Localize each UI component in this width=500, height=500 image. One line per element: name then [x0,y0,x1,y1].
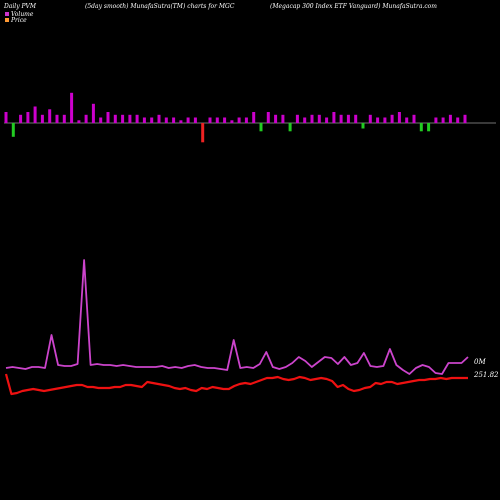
volume-bar [244,117,248,123]
volume-bar [128,114,132,124]
volume-bar [361,123,365,129]
volume-bar [383,117,387,123]
volume-bar [223,117,227,123]
volume-bar [135,114,139,124]
volume-bar [91,103,95,124]
volume-bar [354,114,358,124]
volume-bar [434,117,438,123]
lines-layer [4,259,469,396]
volume-bar [157,114,161,124]
volume-bar [121,114,125,124]
volume-bar [70,92,74,124]
volume-bar [11,123,15,137]
volume-bar [405,117,409,123]
volume-line [5,259,469,375]
volume-bar [441,117,445,123]
volume-bar [55,114,59,124]
volume-bar [142,117,146,123]
volume-bar [456,117,460,123]
volume-bar [448,114,452,124]
volume-bar [310,114,314,124]
volume-bar [113,114,117,124]
legend-volume-label: Volume [11,11,34,18]
volume-bar [317,114,321,124]
volume-bar [193,117,197,123]
volume-bar [274,114,278,124]
legend-price-label: Price [10,17,27,24]
volume-bar [230,120,234,124]
volume-bar [99,117,103,123]
volume-bar [62,114,66,124]
volume-bar [48,109,52,124]
volume-bar [215,117,219,123]
volume-bar [412,114,416,124]
volume-bar [252,112,256,123]
legend: Volume Price [5,11,34,24]
volume-bar [84,114,88,124]
volume-bar [376,117,380,123]
volume-bar [339,114,343,124]
volume-bar [419,123,423,132]
volume-bar [303,117,307,123]
volume-bar [266,112,270,123]
volume-bar [164,117,168,123]
volume-bar [332,112,336,123]
volume-bar [259,123,263,132]
volume-bar [106,112,110,123]
legend-price-swatch [5,18,9,22]
volume-bar [77,120,81,124]
volume-bar [463,114,467,124]
volume-bar [40,114,44,124]
volume-bar [150,117,154,123]
volume-bar [295,114,299,124]
volume-bar [237,117,241,123]
volume-bar [208,117,212,123]
volume-bar [325,117,329,123]
volume-bar [4,112,8,123]
volume-bar [427,123,431,132]
header-right: (Megacap 300 Index ETF Vanguard) MunafaS… [270,3,437,10]
price-end-label: 251.82 [473,371,499,379]
volume-end-label: 0M [474,358,486,366]
volume-bar [397,112,401,123]
volume-bar [33,106,37,123]
volume-bar [281,114,285,124]
volume-bar [179,120,183,124]
volume-bar [288,123,292,132]
header-left: Daily PVM [3,3,37,10]
volume-bar [186,117,190,123]
volume-bar [201,123,205,143]
volume-bar [172,117,176,123]
volume-bar [19,114,23,124]
volume-bar [390,114,394,124]
volume-bar [26,112,30,123]
legend-volume-swatch [5,12,9,16]
header-mid: (5day smooth) MunafaSutra(TM) charts for… [85,3,235,10]
price-line [4,373,468,396]
volume-bar [346,114,350,124]
volume-bar [368,114,372,124]
volume-bars [4,92,467,143]
